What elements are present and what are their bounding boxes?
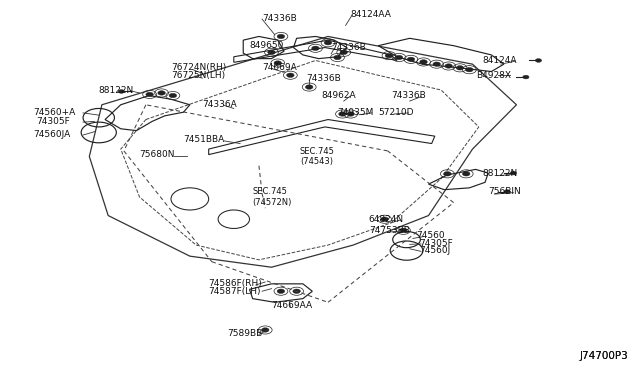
Text: 74560JA: 74560JA xyxy=(33,130,70,139)
Text: 84124A: 84124A xyxy=(482,56,516,65)
Circle shape xyxy=(158,91,165,95)
Text: 74305F: 74305F xyxy=(419,239,453,248)
Circle shape xyxy=(118,90,125,93)
Circle shape xyxy=(535,59,541,62)
Text: 74560+A: 74560+A xyxy=(33,108,75,117)
Circle shape xyxy=(277,34,285,39)
Circle shape xyxy=(407,57,415,62)
Text: 88122N: 88122N xyxy=(99,86,134,94)
Text: SEC.745
(74572N): SEC.745 (74572N) xyxy=(253,187,292,207)
Circle shape xyxy=(463,171,470,176)
Circle shape xyxy=(340,50,348,55)
Circle shape xyxy=(274,61,282,65)
Circle shape xyxy=(305,85,313,89)
Text: SEC.745
(74543): SEC.745 (74543) xyxy=(300,147,335,166)
Text: 756BIN: 756BIN xyxy=(488,187,521,196)
Circle shape xyxy=(445,64,452,68)
Circle shape xyxy=(312,46,319,51)
Text: 75680N: 75680N xyxy=(140,150,175,159)
Text: 84962A: 84962A xyxy=(322,91,356,100)
Text: 88122N: 88122N xyxy=(482,169,517,177)
Circle shape xyxy=(399,228,407,232)
Text: 7451BBA: 7451BBA xyxy=(184,135,225,144)
Circle shape xyxy=(268,50,275,55)
Text: 74587F(LH): 74587F(LH) xyxy=(209,287,261,296)
Text: J74700P3: J74700P3 xyxy=(579,351,628,361)
Circle shape xyxy=(347,112,355,116)
Circle shape xyxy=(456,65,464,70)
Text: 84124AA: 84124AA xyxy=(350,10,391,19)
Text: 74935M: 74935M xyxy=(337,108,374,117)
Circle shape xyxy=(444,171,451,176)
Text: 74560J: 74560J xyxy=(419,246,451,255)
Circle shape xyxy=(510,171,516,175)
Text: 849650: 849650 xyxy=(250,41,284,50)
Circle shape xyxy=(277,289,285,294)
Text: 74336B: 74336B xyxy=(306,74,340,83)
Text: 64824N: 64824N xyxy=(369,215,404,224)
Text: J74700P3: J74700P3 xyxy=(579,351,628,361)
Text: 74336B: 74336B xyxy=(391,91,426,100)
Circle shape xyxy=(396,55,403,60)
Text: 76724N(RH): 76724N(RH) xyxy=(171,63,226,72)
Text: 74669A: 74669A xyxy=(262,63,297,72)
Circle shape xyxy=(433,62,440,66)
Circle shape xyxy=(504,190,510,193)
Text: B4928X: B4928X xyxy=(476,71,511,80)
Text: 74753BB: 74753BB xyxy=(369,226,410,235)
Text: 57210D: 57210D xyxy=(378,108,414,117)
Circle shape xyxy=(339,112,346,116)
Text: 74336A: 74336A xyxy=(202,100,237,109)
Circle shape xyxy=(333,55,341,60)
Text: 74560: 74560 xyxy=(416,231,445,240)
Text: 74305F: 74305F xyxy=(36,117,70,126)
Circle shape xyxy=(385,54,393,58)
Text: 74669AA: 74669AA xyxy=(271,301,312,311)
Text: 7589BB: 7589BB xyxy=(228,329,263,338)
Circle shape xyxy=(420,60,428,64)
Circle shape xyxy=(523,75,529,79)
Text: 74336B: 74336B xyxy=(331,43,366,52)
Circle shape xyxy=(146,92,154,97)
Text: 76725N(LH): 76725N(LH) xyxy=(171,71,225,80)
Circle shape xyxy=(324,41,332,45)
Circle shape xyxy=(381,217,388,221)
Text: 74586F(RH): 74586F(RH) xyxy=(209,279,262,288)
Circle shape xyxy=(293,289,300,294)
Text: 74336B: 74336B xyxy=(262,13,297,22)
Circle shape xyxy=(169,93,177,98)
Circle shape xyxy=(262,328,269,332)
Circle shape xyxy=(287,73,294,77)
Circle shape xyxy=(465,67,473,72)
